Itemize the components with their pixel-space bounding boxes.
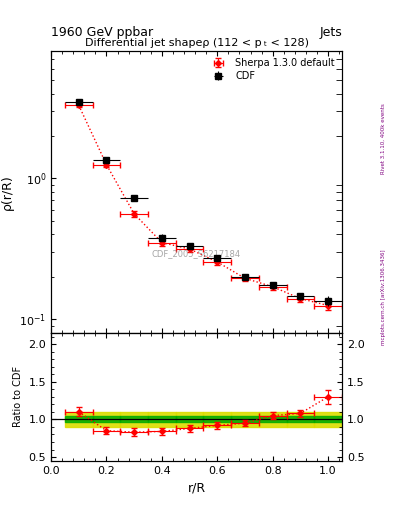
Y-axis label: Ratio to CDF: Ratio to CDF (13, 366, 23, 428)
Text: mcplots.cern.ch [arXiv:1306.3436]: mcplots.cern.ch [arXiv:1306.3436] (381, 249, 386, 345)
Bar (176, 416, 204, 422)
Text: CDF_2005_S6217184: CDF_2005_S6217184 (152, 249, 241, 259)
Bar (65, 412, 93, 427)
Text: Rivet 3.1.10, 400k events: Rivet 3.1.10, 400k events (381, 103, 386, 174)
Bar (286, 412, 314, 427)
Bar (231, 416, 259, 422)
Bar (286, 416, 314, 422)
Bar (120, 412, 148, 427)
Bar (231, 412, 259, 427)
Bar (93, 416, 120, 422)
Legend: Sherpa 1.3.0 default, CDF: Sherpa 1.3.0 default, CDF (204, 56, 337, 83)
Bar (176, 412, 204, 427)
Text: Jets: Jets (319, 26, 342, 39)
Bar (259, 412, 286, 427)
Bar (204, 416, 231, 422)
Bar (204, 412, 231, 427)
Bar (93, 412, 120, 427)
X-axis label: r/R: r/R (187, 481, 206, 494)
Y-axis label: ρ(r/R): ρ(r/R) (1, 174, 14, 210)
Bar (259, 416, 286, 422)
Bar (148, 416, 176, 422)
Bar (120, 416, 148, 422)
Bar (65, 416, 93, 422)
Bar (148, 412, 176, 427)
Bar (314, 416, 342, 422)
Title: Differential jet shapeρ (112 < p ₜ < 128): Differential jet shapeρ (112 < p ₜ < 128… (84, 38, 309, 48)
Bar (314, 412, 342, 427)
Text: 1960 GeV ppbar: 1960 GeV ppbar (51, 26, 153, 39)
